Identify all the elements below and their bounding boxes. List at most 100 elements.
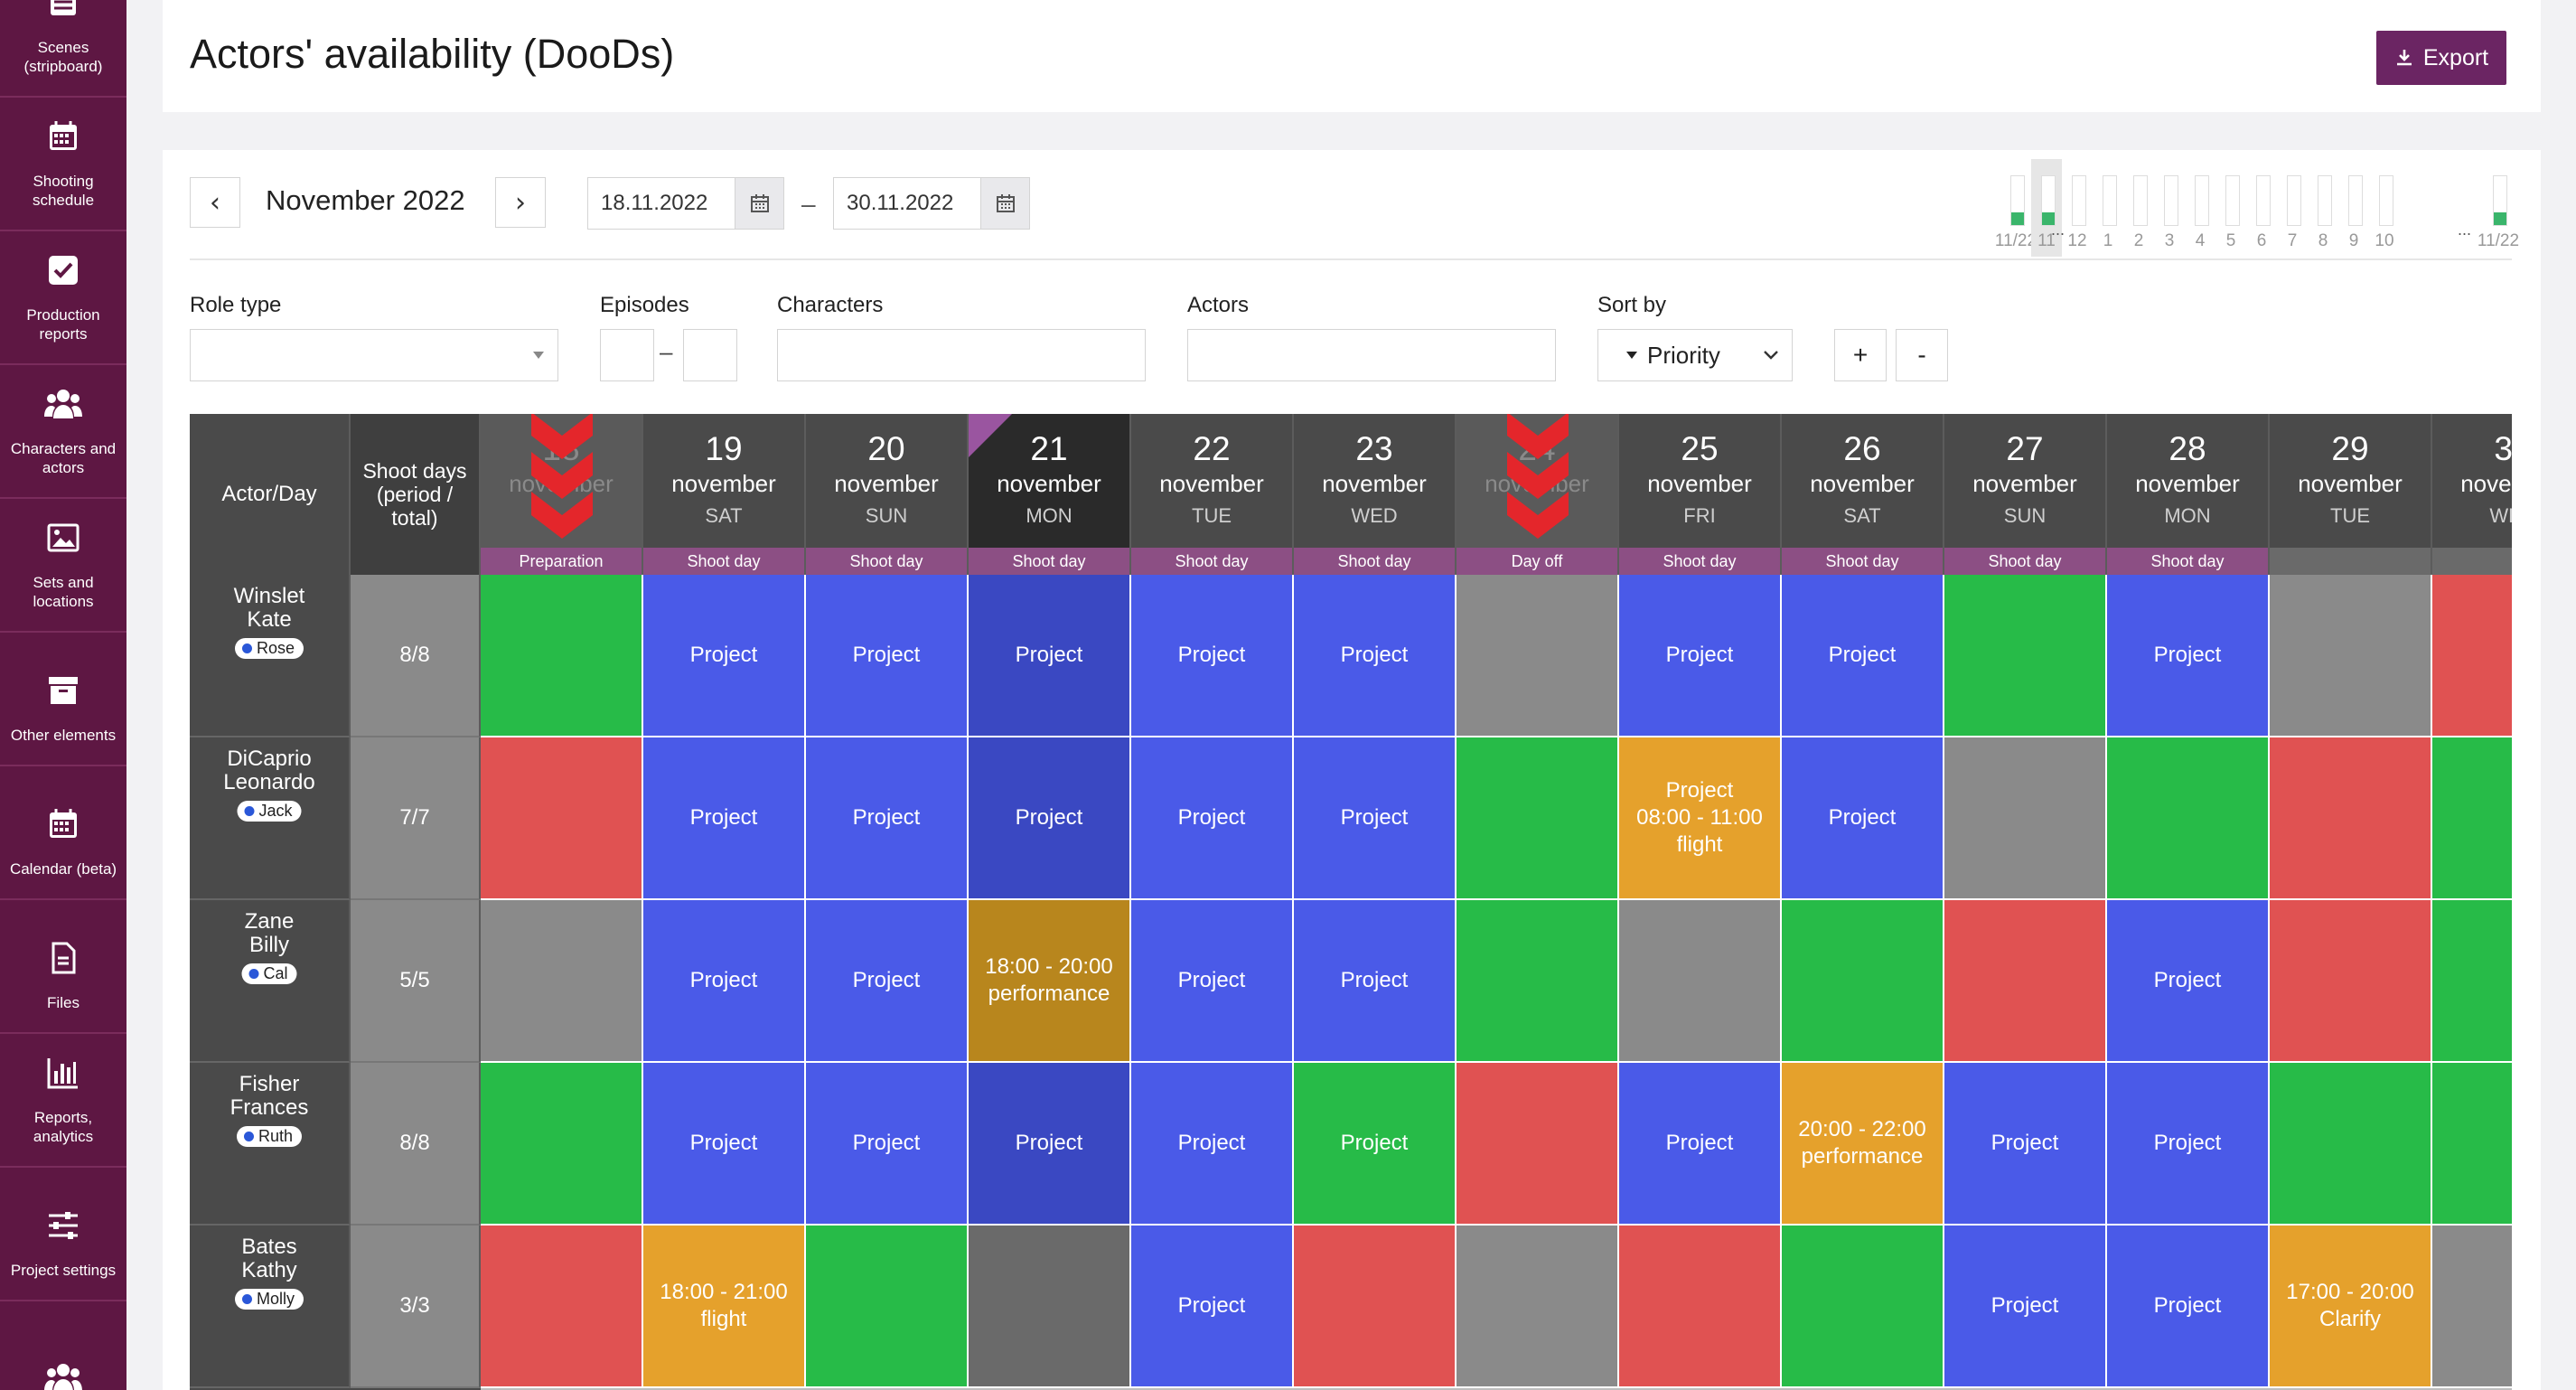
availability-cell[interactable] bbox=[2432, 737, 2512, 900]
availability-cell[interactable]: Project 08:00 - 11:00 flight bbox=[1619, 737, 1782, 900]
availability-cell[interactable]: Project bbox=[1294, 1063, 1457, 1226]
availability-cell[interactable]: Project bbox=[643, 900, 806, 1063]
availability-cell[interactable] bbox=[2432, 900, 2512, 1063]
day-header-30[interactable]: 30 november WED bbox=[2432, 414, 2512, 575]
day-header-29[interactable]: 29 november TUE bbox=[2270, 414, 2432, 575]
day-header-23[interactable]: 23 november WED Shoot day bbox=[1294, 414, 1457, 575]
timeline-month[interactable]: 11/22 bbox=[1995, 159, 2037, 257]
availability-cell[interactable]: Project bbox=[1294, 900, 1457, 1063]
episode-to-input[interactable] bbox=[683, 329, 737, 381]
timeline-month[interactable]: 10 bbox=[2369, 159, 2400, 257]
next-month-button[interactable]: › bbox=[495, 177, 546, 228]
availability-cell[interactable]: Project bbox=[806, 737, 969, 900]
sidebar-item-files[interactable]: Files bbox=[0, 902, 126, 1034]
availability-cell[interactable] bbox=[1457, 1226, 1619, 1388]
availability-cell[interactable] bbox=[1457, 575, 1619, 737]
availability-cell[interactable]: Project bbox=[1294, 575, 1457, 737]
availability-cell[interactable]: Project bbox=[1944, 1226, 2107, 1388]
sidebar-item-project-settings[interactable]: Project settings bbox=[0, 1169, 126, 1301]
availability-cell[interactable]: Project bbox=[1944, 1063, 2107, 1226]
availability-cell[interactable] bbox=[481, 900, 643, 1063]
availability-cell[interactable] bbox=[2270, 575, 2432, 737]
timeline-month[interactable]: 11 bbox=[2031, 159, 2062, 257]
day-header-18[interactable]: 18novemberPreparation bbox=[481, 414, 643, 575]
timeline-month[interactable]: 9 bbox=[2338, 159, 2369, 257]
availability-cell[interactable]: Project bbox=[2107, 1063, 2270, 1226]
availability-cell[interactable] bbox=[2432, 575, 2512, 737]
prev-month-button[interactable]: ‹ bbox=[190, 177, 240, 228]
role-type-select[interactable] bbox=[190, 329, 558, 381]
availability-cell[interactable]: Project bbox=[643, 1063, 806, 1226]
availability-cell[interactable]: Project bbox=[1619, 1063, 1782, 1226]
availability-cell[interactable]: 17:00 - 20:00 Clarify bbox=[2270, 1226, 2432, 1388]
actor-cell[interactable]: Winslet Kate Rose bbox=[190, 575, 351, 737]
availability-cell[interactable] bbox=[1619, 1226, 1782, 1388]
sort-by-select[interactable]: Priority bbox=[1597, 329, 1793, 381]
availability-cell[interactable]: Project bbox=[806, 900, 969, 1063]
availability-cell[interactable]: Project bbox=[643, 737, 806, 900]
sidebar-item-other-elements[interactable]: Other elements bbox=[0, 634, 126, 766]
availability-cell[interactable]: Project bbox=[1131, 575, 1294, 737]
availability-cell[interactable] bbox=[2270, 1063, 2432, 1226]
availability-cell[interactable] bbox=[1782, 1226, 1944, 1388]
actors-input[interactable] bbox=[1187, 329, 1556, 381]
calendar-icon[interactable] bbox=[735, 178, 783, 229]
characters-input[interactable] bbox=[777, 329, 1146, 381]
date-from-value[interactable]: 18.11.2022 bbox=[601, 191, 708, 215]
availability-cell[interactable]: 18:00 - 21:00 flight bbox=[643, 1226, 806, 1388]
timeline-month[interactable]: 1 bbox=[2093, 159, 2123, 257]
day-header-28[interactable]: 28 november MON Shoot day bbox=[2107, 414, 2270, 575]
day-header-19[interactable]: 19 november SAT Shoot day bbox=[643, 414, 806, 575]
availability-cell[interactable] bbox=[1457, 1063, 1619, 1226]
date-from-field[interactable]: 18.11.2022 bbox=[587, 177, 784, 230]
sidebar-item-reports-analytics[interactable]: Reports, analytics bbox=[0, 1036, 126, 1168]
availability-cell[interactable] bbox=[2270, 900, 2432, 1063]
day-header-25[interactable]: 25 november FRI Shoot day bbox=[1619, 414, 1782, 575]
sidebar-item-users[interactable] bbox=[0, 1303, 126, 1390]
sidebar-item-shooting-schedule[interactable]: Shooting schedule bbox=[0, 99, 126, 231]
availability-cell[interactable] bbox=[481, 1226, 643, 1388]
availability-cell[interactable] bbox=[1294, 1226, 1457, 1388]
availability-cell[interactable]: Project bbox=[969, 737, 1131, 900]
availability-cell[interactable]: Project bbox=[1131, 737, 1294, 900]
timeline-month[interactable]: 5 bbox=[2215, 159, 2246, 257]
episode-from-input[interactable] bbox=[600, 329, 654, 381]
timeline-month[interactable]: 11/22 bbox=[2478, 159, 2519, 257]
timeline-month[interactable]: 12 bbox=[2062, 159, 2093, 257]
timeline-month[interactable]: 4 bbox=[2185, 159, 2215, 257]
availability-cell[interactable] bbox=[1944, 575, 2107, 737]
availability-cell[interactable]: Project bbox=[1131, 1226, 1294, 1388]
availability-cell[interactable] bbox=[969, 1226, 1131, 1388]
availability-cell[interactable] bbox=[1944, 737, 2107, 900]
export-button[interactable]: Export bbox=[2376, 31, 2506, 85]
availability-cell[interactable]: Project bbox=[806, 1063, 969, 1226]
zoom-in-button[interactable]: + bbox=[1834, 329, 1887, 381]
actor-cell[interactable]: Bates Kathy Molly bbox=[190, 1226, 351, 1388]
availability-cell[interactable]: Project bbox=[969, 1063, 1131, 1226]
availability-cell[interactable] bbox=[1457, 737, 1619, 900]
availability-cell[interactable] bbox=[2270, 737, 2432, 900]
availability-cell[interactable]: Project bbox=[1131, 1063, 1294, 1226]
availability-cell[interactable] bbox=[1457, 900, 1619, 1063]
availability-cell[interactable] bbox=[806, 1226, 969, 1388]
availability-cell[interactable] bbox=[481, 575, 643, 737]
availability-cell[interactable]: Project bbox=[969, 575, 1131, 737]
availability-cell[interactable]: Project bbox=[2107, 575, 2270, 737]
availability-cell[interactable] bbox=[481, 737, 643, 900]
availability-cell[interactable] bbox=[2432, 1226, 2512, 1388]
actor-cell[interactable]: Zane Billy Cal bbox=[190, 900, 351, 1063]
timeline-month[interactable]: 6 bbox=[2246, 159, 2277, 257]
availability-cell[interactable] bbox=[2432, 1063, 2512, 1226]
availability-cell[interactable]: 20:00 - 22:00 performance bbox=[1782, 1063, 1944, 1226]
availability-cell[interactable]: Project bbox=[1131, 900, 1294, 1063]
sidebar-item-calendar-beta[interactable]: Calendar (beta) bbox=[0, 768, 126, 900]
sidebar-item-scenes[interactable]: Scenes (stripboard) bbox=[0, 0, 126, 98]
availability-cell[interactable]: Project bbox=[1294, 737, 1457, 900]
availability-cell[interactable]: Project bbox=[2107, 1226, 2270, 1388]
sidebar-item-sets-locations[interactable]: Sets and locations bbox=[0, 501, 126, 633]
availability-cell[interactable]: Project bbox=[1782, 575, 1944, 737]
timeline-month[interactable]: 8 bbox=[2308, 159, 2338, 257]
timeline-month[interactable]: 3 bbox=[2154, 159, 2185, 257]
date-to-value[interactable]: 30.11.2022 bbox=[847, 191, 954, 215]
availability-cell[interactable]: Project bbox=[2107, 900, 2270, 1063]
